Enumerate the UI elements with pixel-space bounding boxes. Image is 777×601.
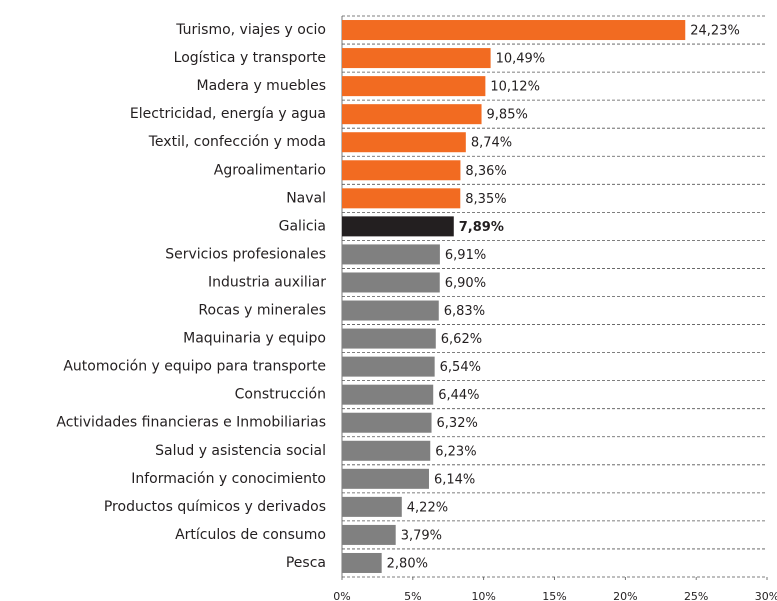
category-label: Información y conocimiento xyxy=(131,471,326,487)
x-tick-label: 0% xyxy=(333,590,350,601)
value-label: 2,80% xyxy=(387,556,428,571)
bar xyxy=(342,440,431,461)
value-label: 10,49% xyxy=(496,52,546,67)
bar xyxy=(342,412,432,433)
bar xyxy=(342,76,486,97)
category-label: Naval xyxy=(286,190,326,206)
value-label: 6,91% xyxy=(445,248,486,263)
value-label: 6,14% xyxy=(434,472,475,487)
x-tick-label: 25% xyxy=(684,590,708,601)
x-tick-label: 10% xyxy=(471,590,495,601)
bar xyxy=(342,384,434,405)
category-label: Logística y transporte xyxy=(174,50,326,66)
value-label: 6,83% xyxy=(444,304,485,319)
category-label: Agroalimentario xyxy=(214,162,326,178)
bar xyxy=(342,356,435,377)
category-label: Industria auxiliar xyxy=(208,274,326,290)
category-label: Electricidad, energía y agua xyxy=(130,106,326,122)
value-label: 6,90% xyxy=(445,276,486,291)
value-label: 24,23% xyxy=(690,24,740,39)
category-label: Servicios profesionales xyxy=(165,246,326,262)
x-tick-label: 15% xyxy=(542,590,566,601)
value-label: 10,12% xyxy=(490,80,540,95)
category-label: Maquinaria y equipo xyxy=(183,331,326,347)
value-label: 8,35% xyxy=(465,192,506,207)
bar xyxy=(342,468,429,489)
bar xyxy=(342,48,491,69)
bar xyxy=(342,132,466,153)
bar xyxy=(342,328,436,349)
value-label: 4,22% xyxy=(407,500,448,515)
value-label: 6,62% xyxy=(441,332,482,347)
category-label: Rocas y minerales xyxy=(198,303,326,319)
value-label: 3,79% xyxy=(401,528,442,543)
category-label: Textil, confección y moda xyxy=(148,134,326,150)
category-label: Salud y asistencia social xyxy=(155,443,326,459)
x-tick-label: 5% xyxy=(404,590,421,601)
category-label: Galicia xyxy=(279,218,326,234)
bar xyxy=(342,160,461,181)
bar xyxy=(342,104,482,125)
x-tick-label: 20% xyxy=(613,590,637,601)
category-label: Madera y muebles xyxy=(197,78,327,94)
value-label: 8,74% xyxy=(471,136,512,151)
bar xyxy=(342,300,439,321)
bar xyxy=(342,496,402,517)
value-label: 6,23% xyxy=(435,444,476,459)
x-tick-label: 30% xyxy=(755,590,777,601)
bar xyxy=(342,524,396,545)
value-label: 6,32% xyxy=(437,416,478,431)
bar xyxy=(342,20,686,41)
category-label: Artículos de consumo xyxy=(175,527,326,543)
value-label: 8,36% xyxy=(465,164,506,179)
value-label: 6,54% xyxy=(440,360,481,375)
category-label: Turismo, viajes y ocio xyxy=(175,22,326,38)
bar xyxy=(342,552,382,573)
value-label: 9,85% xyxy=(487,108,528,123)
category-label: Actividades financieras e Inmobiliarias xyxy=(56,415,326,431)
value-label: 6,44% xyxy=(438,388,479,403)
bar xyxy=(342,272,440,293)
category-label: Productos químicos y derivados xyxy=(104,499,326,515)
category-label: Pesca xyxy=(286,555,326,571)
bar xyxy=(342,244,440,265)
bar xyxy=(342,188,461,209)
category-label: Construcción xyxy=(235,387,326,403)
category-label: Automoción y equipo para transporte xyxy=(63,359,326,375)
bar xyxy=(342,216,454,237)
value-label: 7,89% xyxy=(459,220,504,235)
